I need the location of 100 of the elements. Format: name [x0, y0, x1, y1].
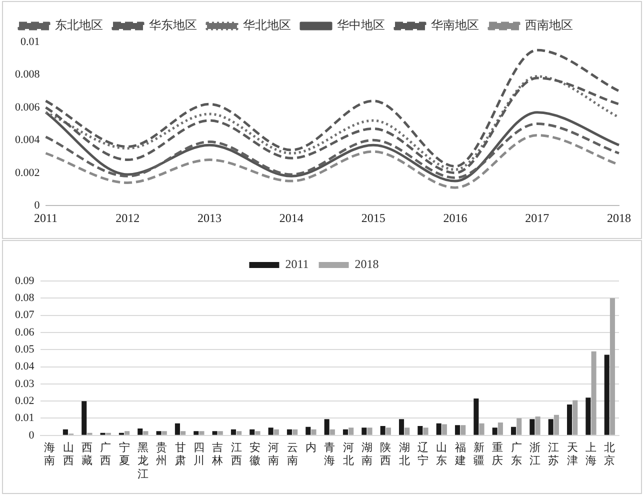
bar — [330, 429, 335, 435]
x-tick-label: 2016 — [443, 210, 468, 225]
x-tick-label: 辽宁 — [417, 442, 428, 468]
y-tick-label: 0.004 — [15, 134, 40, 146]
legend-label: 华北地区 — [243, 18, 291, 32]
bar — [442, 424, 447, 435]
bar — [62, 429, 68, 435]
bar — [530, 419, 535, 435]
x-tick-label: 新疆 — [473, 440, 484, 468]
x-tick-label: 天津 — [566, 442, 578, 468]
legend-label: 2011 — [285, 257, 309, 272]
x-tick-label: 青海 — [324, 440, 336, 468]
y-tick-label: 0.04 — [15, 360, 35, 373]
legend-label: 华东地区 — [149, 18, 197, 32]
bar — [386, 428, 391, 435]
y-tick-label: 0.08 — [15, 292, 35, 304]
bar — [268, 428, 274, 435]
x-tick-label: 2015 — [361, 210, 386, 225]
y-tick-label: 0.03 — [15, 378, 35, 390]
x-tick-label: 黑龙江 — [137, 442, 148, 480]
bar — [492, 428, 498, 435]
bar — [138, 428, 143, 435]
x-tick-label: 北京 — [604, 440, 616, 468]
bar — [218, 431, 223, 435]
bar — [454, 425, 460, 435]
bar — [474, 398, 479, 435]
bar — [274, 429, 279, 435]
bar — [306, 426, 311, 435]
x-tick-label: 河南 — [268, 442, 280, 468]
x-tick-label: 海南 — [44, 442, 56, 468]
x-tick-label: 山东 — [436, 440, 448, 468]
bar — [292, 429, 298, 435]
y-tick-label: 0 — [34, 199, 40, 212]
bar — [516, 418, 522, 435]
x-tick-label: 上海 — [585, 440, 596, 468]
x-tick-label: 江西 — [230, 442, 242, 468]
x-tick-label: 西藏 — [81, 442, 92, 468]
x-tick-label: 福建 — [454, 440, 466, 468]
x-tick-label: 2014 — [279, 210, 304, 225]
y-tick-label: 0 — [28, 429, 35, 442]
bar — [212, 431, 218, 435]
x-tick-label: 2017 — [525, 210, 550, 225]
y-tick-label: 0.008 — [15, 68, 40, 81]
bar — [423, 428, 428, 435]
bar — [199, 431, 204, 435]
bar — [174, 423, 180, 435]
y-tick-label: 0.006 — [15, 101, 40, 114]
bar — [311, 429, 316, 435]
bar — [82, 401, 87, 435]
bar — [324, 419, 330, 435]
y-tick-label: 0.07 — [15, 309, 35, 322]
y-tick-label: 0.01 — [20, 36, 40, 48]
y-tick-label: 0.01 — [15, 412, 34, 424]
bar — [194, 431, 199, 435]
x-tick-label: 湖北 — [398, 442, 410, 468]
bar — [554, 414, 559, 435]
line-series — [44, 111, 620, 182]
line-series — [44, 48, 620, 168]
x-tick-label: 重庆 — [492, 440, 504, 468]
y-tick-label: 0.02 — [15, 394, 34, 407]
legend-label: 2018 — [354, 257, 379, 272]
bar — [548, 419, 554, 435]
bar — [367, 428, 372, 435]
bar — [436, 423, 442, 435]
bar — [567, 404, 572, 435]
bar — [250, 429, 255, 435]
x-tick-label: 云南 — [286, 442, 298, 468]
x-tick-label: 内 — [305, 440, 316, 454]
bar — [498, 422, 503, 435]
legend-label: 东北地区 — [55, 18, 103, 32]
bar — [362, 428, 367, 435]
bar — [591, 351, 596, 435]
x-tick-label: 广东 — [510, 440, 522, 468]
y-tick-label: 0.06 — [15, 326, 35, 338]
y-tick-label: 0.002 — [15, 166, 40, 179]
bar — [162, 431, 167, 435]
x-tick-label: 安徽 — [249, 440, 260, 468]
legend-label: 西南地区 — [525, 18, 573, 32]
bar — [511, 426, 516, 435]
x-tick-label: 浙江 — [529, 440, 540, 468]
bar — [404, 428, 410, 435]
x-tick-label: 江苏 — [548, 442, 560, 468]
bar — [156, 431, 162, 435]
bar — [286, 429, 292, 435]
bar — [460, 425, 466, 435]
bar — [479, 423, 484, 435]
x-tick-label: 贵州 — [156, 440, 168, 468]
x-tick-label: 四川 — [193, 442, 204, 468]
y-tick-label: 0.05 — [15, 344, 35, 356]
y-tick-label: 0.09 — [15, 274, 35, 287]
bar — [418, 426, 423, 435]
x-tick-label: 陕西 — [380, 442, 392, 468]
bar — [348, 428, 354, 435]
x-tick-label: 河北 — [342, 442, 354, 468]
bar — [180, 431, 186, 435]
bar — [610, 298, 615, 435]
x-tick-label: 2013 — [198, 210, 222, 225]
bar — [572, 400, 578, 435]
x-tick-label: 山西 — [62, 440, 74, 468]
bar — [230, 429, 236, 435]
